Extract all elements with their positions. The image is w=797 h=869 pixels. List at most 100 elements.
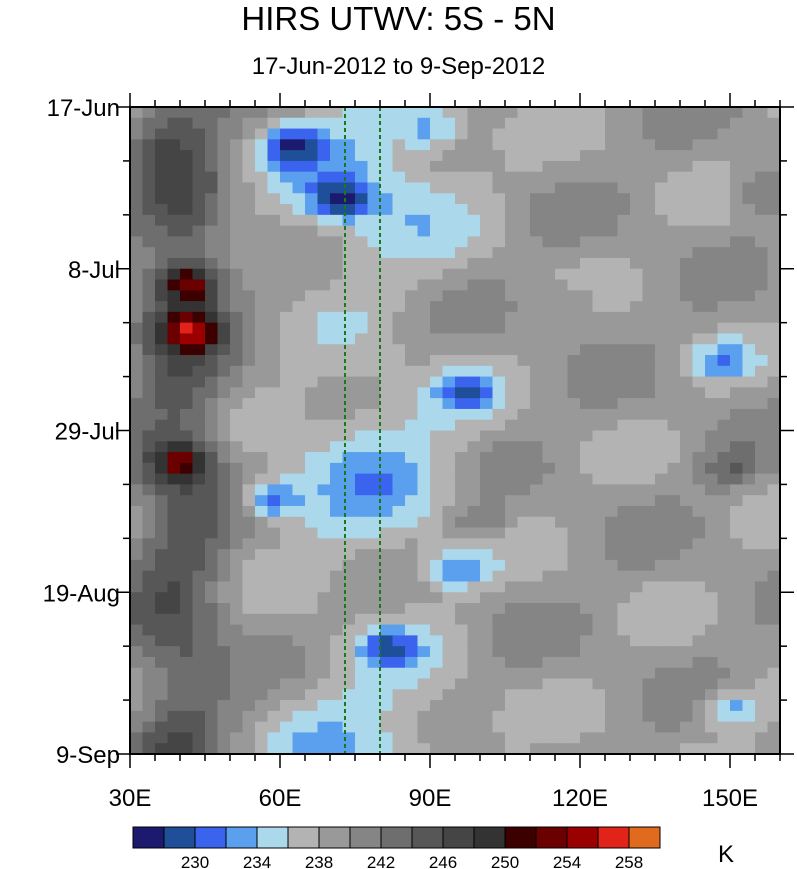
field-cell bbox=[630, 613, 644, 626]
field-cell bbox=[292, 646, 306, 658]
field-cell bbox=[630, 656, 644, 669]
field-cell bbox=[755, 656, 769, 669]
field-cell bbox=[530, 581, 544, 593]
field-cell bbox=[430, 603, 444, 615]
field-cell bbox=[730, 667, 744, 680]
field-cell bbox=[230, 247, 244, 259]
field-cell bbox=[330, 214, 344, 227]
field-cell bbox=[155, 236, 169, 248]
field-cell bbox=[755, 290, 769, 302]
field-cell bbox=[530, 527, 544, 539]
field-cell bbox=[442, 667, 456, 680]
field-cell bbox=[230, 538, 244, 550]
field-cell bbox=[442, 204, 456, 216]
field-cell bbox=[330, 301, 344, 313]
field-cell bbox=[605, 214, 619, 227]
field-cell bbox=[655, 160, 669, 173]
field-cell bbox=[155, 516, 169, 529]
field-cell bbox=[555, 225, 569, 237]
field-cell bbox=[717, 452, 731, 464]
field-cell bbox=[392, 624, 406, 636]
field-cell bbox=[267, 160, 281, 173]
field-cell bbox=[242, 538, 256, 550]
field-cell bbox=[317, 355, 331, 367]
field-cell bbox=[430, 322, 444, 335]
field-cell bbox=[292, 743, 306, 754]
field-cell bbox=[717, 107, 731, 119]
field-cell bbox=[530, 462, 544, 475]
field-cell bbox=[255, 635, 269, 647]
field-cell bbox=[392, 204, 406, 216]
field-cell bbox=[305, 171, 319, 184]
field-cell bbox=[392, 322, 406, 335]
field-cell bbox=[292, 128, 306, 140]
field-cell bbox=[580, 117, 594, 130]
field-cell bbox=[505, 160, 519, 173]
field-cell bbox=[567, 430, 581, 442]
field-cell bbox=[317, 107, 331, 119]
field-cell bbox=[342, 635, 356, 647]
field-cell bbox=[692, 538, 706, 550]
field-cell bbox=[380, 667, 394, 680]
field-cell bbox=[605, 387, 619, 399]
field-cell bbox=[167, 290, 181, 302]
field-cell bbox=[205, 236, 219, 248]
field-cell bbox=[455, 311, 469, 324]
field-cell bbox=[380, 408, 394, 421]
field-cell bbox=[305, 667, 319, 680]
field-cell bbox=[742, 624, 756, 636]
field-cell bbox=[342, 559, 356, 572]
field-cell bbox=[642, 538, 656, 550]
field-cell bbox=[642, 204, 656, 216]
field-cell bbox=[192, 182, 206, 194]
field-cell bbox=[517, 322, 531, 335]
field-cell bbox=[530, 365, 544, 378]
field-cell bbox=[592, 355, 606, 367]
field-cell bbox=[330, 419, 344, 432]
field-cell bbox=[417, 193, 431, 205]
field-cell bbox=[705, 160, 719, 173]
field-cell bbox=[155, 225, 169, 237]
field-cell bbox=[280, 193, 294, 205]
field-cell bbox=[480, 355, 494, 367]
field-cell bbox=[342, 355, 356, 367]
field-cell bbox=[280, 171, 294, 184]
field-cell bbox=[180, 462, 194, 475]
field-cell bbox=[530, 603, 544, 615]
field-cell bbox=[742, 462, 756, 475]
field-cell bbox=[367, 139, 381, 151]
field-cell bbox=[592, 398, 606, 410]
field-cell bbox=[280, 214, 294, 227]
field-cell bbox=[530, 667, 544, 680]
field-cell bbox=[730, 279, 744, 291]
field-cell bbox=[767, 322, 780, 335]
field-cell bbox=[492, 581, 506, 593]
field-cell bbox=[392, 430, 406, 442]
field-cell bbox=[542, 656, 556, 669]
colorbar-swatch bbox=[504, 826, 537, 849]
field-cell bbox=[655, 732, 669, 744]
field-cell bbox=[392, 408, 406, 421]
field-cell bbox=[217, 193, 231, 205]
field-cell bbox=[280, 570, 294, 583]
field-cell bbox=[192, 592, 206, 604]
field-cell bbox=[530, 505, 544, 518]
field-cell bbox=[742, 710, 756, 723]
field-cell bbox=[580, 743, 594, 754]
field-cell bbox=[692, 721, 706, 734]
field-cell bbox=[717, 581, 731, 593]
field-cell bbox=[430, 128, 444, 140]
field-cell bbox=[642, 700, 656, 712]
field-cell bbox=[655, 344, 669, 356]
field-cell bbox=[717, 333, 731, 345]
field-cell bbox=[580, 656, 594, 669]
field-cell bbox=[580, 128, 594, 140]
field-cell bbox=[367, 279, 381, 291]
field-cell bbox=[592, 484, 606, 496]
field-cell bbox=[330, 398, 344, 410]
field-cell bbox=[642, 527, 656, 539]
field-cell bbox=[742, 214, 756, 227]
field-cell bbox=[192, 559, 206, 572]
field-cell bbox=[242, 408, 256, 421]
field-cell bbox=[230, 225, 244, 237]
